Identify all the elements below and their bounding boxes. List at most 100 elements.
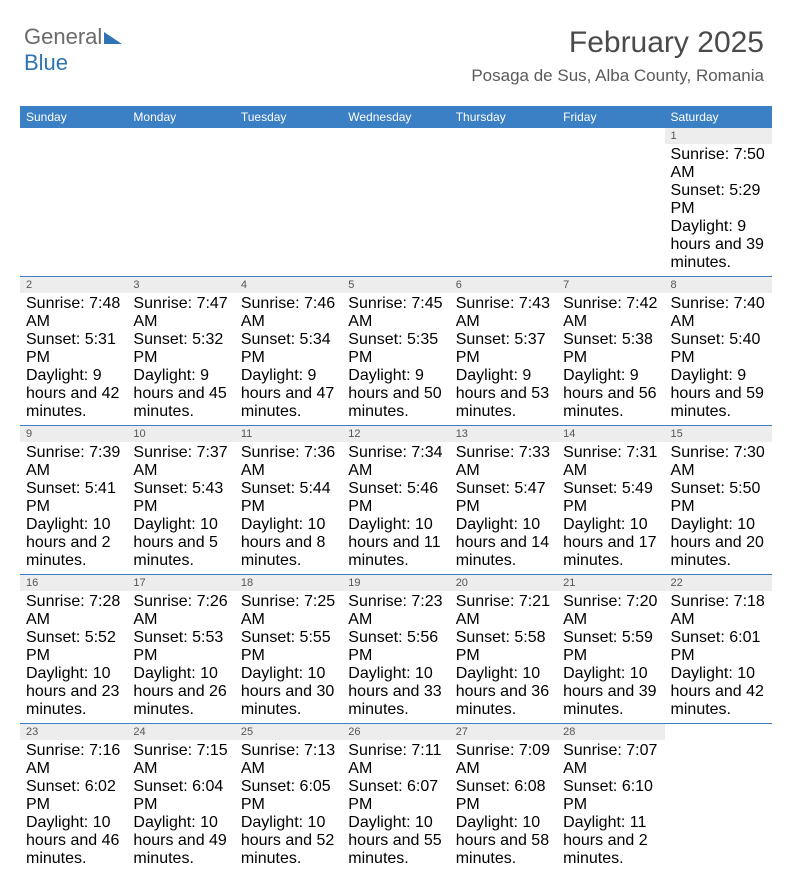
logo-triangle-icon	[104, 32, 122, 44]
daylight-text: Daylight: 10 hours and 55 minutes.	[348, 814, 443, 868]
sunrise-text: Sunrise: 7:43 AM	[456, 295, 551, 331]
sunset-text: Sunset: 5:55 PM	[241, 629, 336, 665]
day-number: 6	[450, 277, 557, 293]
day-number: 26	[342, 724, 449, 740]
daylight-text: Daylight: 9 hours and 59 minutes.	[671, 367, 766, 421]
sunset-text: Sunset: 5:58 PM	[456, 629, 551, 665]
sunset-text: Sunset: 5:37 PM	[456, 331, 551, 367]
sunset-text: Sunset: 6:01 PM	[671, 629, 766, 665]
day-number: 4	[235, 277, 342, 293]
daylight-text: Daylight: 9 hours and 39 minutes.	[671, 218, 766, 272]
calendar: Sunday Monday Tuesday Wednesday Thursday…	[20, 106, 772, 872]
day-cell: Sunrise: 7:26 AMSunset: 5:53 PMDaylight:…	[127, 591, 234, 723]
daylight-text: Daylight: 10 hours and 46 minutes.	[26, 814, 121, 868]
sunset-text: Sunset: 5:52 PM	[26, 629, 121, 665]
daybody-row: Sunrise: 7:50 AMSunset: 5:29 PMDaylight:…	[20, 144, 772, 276]
daynum-row: 16171819202122	[20, 575, 772, 591]
day-cell: Sunrise: 7:47 AMSunset: 5:32 PMDaylight:…	[127, 293, 234, 425]
daybody-row: Sunrise: 7:16 AMSunset: 6:02 PMDaylight:…	[20, 740, 772, 872]
weekday-header: Friday	[557, 106, 664, 128]
daylight-text: Daylight: 9 hours and 42 minutes.	[26, 367, 121, 421]
sunset-text: Sunset: 5:40 PM	[671, 331, 766, 367]
daylight-text: Daylight: 10 hours and 36 minutes.	[456, 665, 551, 719]
day-number: 11	[235, 426, 342, 442]
day-number: 27	[450, 724, 557, 740]
day-cell: Sunrise: 7:30 AMSunset: 5:50 PMDaylight:…	[665, 442, 772, 574]
day-number: 17	[127, 575, 234, 591]
daylight-text: Daylight: 10 hours and 14 minutes.	[456, 516, 551, 570]
daylight-text: Daylight: 10 hours and 17 minutes.	[563, 516, 658, 570]
daylight-text: Daylight: 9 hours and 47 minutes.	[241, 367, 336, 421]
sunrise-text: Sunrise: 7:26 AM	[133, 593, 228, 629]
day-cell: Sunrise: 7:31 AMSunset: 5:49 PMDaylight:…	[557, 442, 664, 574]
sunset-text: Sunset: 5:49 PM	[563, 480, 658, 516]
sunrise-text: Sunrise: 7:13 AM	[241, 742, 336, 778]
day-cell: Sunrise: 7:07 AMSunset: 6:10 PMDaylight:…	[557, 740, 664, 872]
sunset-text: Sunset: 5:47 PM	[456, 480, 551, 516]
day-number: 13	[450, 426, 557, 442]
sunset-text: Sunset: 6:10 PM	[563, 778, 658, 814]
week-row: 9101112131415Sunrise: 7:39 AMSunset: 5:4…	[20, 425, 772, 574]
sunrise-text: Sunrise: 7:28 AM	[26, 593, 121, 629]
day-number: 24	[127, 724, 234, 740]
sunrise-text: Sunrise: 7:18 AM	[671, 593, 766, 629]
daylight-text: Daylight: 10 hours and 52 minutes.	[241, 814, 336, 868]
day-number: 16	[20, 575, 127, 591]
sunset-text: Sunset: 5:32 PM	[133, 331, 228, 367]
daylight-text: Daylight: 10 hours and 26 minutes.	[133, 665, 228, 719]
day-cell: Sunrise: 7:43 AMSunset: 5:37 PMDaylight:…	[450, 293, 557, 425]
weekday-header: Monday	[127, 106, 234, 128]
sunset-text: Sunset: 6:05 PM	[241, 778, 336, 814]
day-number: 15	[665, 426, 772, 442]
day-cell: Sunrise: 7:11 AMSunset: 6:07 PMDaylight:…	[342, 740, 449, 872]
sunset-text: Sunset: 5:41 PM	[26, 480, 121, 516]
day-cell: Sunrise: 7:42 AMSunset: 5:38 PMDaylight:…	[557, 293, 664, 425]
daylight-text: Daylight: 9 hours and 50 minutes.	[348, 367, 443, 421]
sunset-text: Sunset: 5:34 PM	[241, 331, 336, 367]
day-number: 22	[665, 575, 772, 591]
day-cell: Sunrise: 7:21 AMSunset: 5:58 PMDaylight:…	[450, 591, 557, 723]
day-number: 21	[557, 575, 664, 591]
week-row: 16171819202122Sunrise: 7:28 AMSunset: 5:…	[20, 574, 772, 723]
week-row: 1Sunrise: 7:50 AMSunset: 5:29 PMDaylight…	[20, 128, 772, 276]
daynum-row: 1	[20, 128, 772, 144]
daylight-text: Daylight: 10 hours and 49 minutes.	[133, 814, 228, 868]
sunset-text: Sunset: 5:38 PM	[563, 331, 658, 367]
day-cell: Sunrise: 7:13 AMSunset: 6:05 PMDaylight:…	[235, 740, 342, 872]
day-cell: Sunrise: 7:48 AMSunset: 5:31 PMDaylight:…	[20, 293, 127, 425]
day-cell: Sunrise: 7:37 AMSunset: 5:43 PMDaylight:…	[127, 442, 234, 574]
sunrise-text: Sunrise: 7:31 AM	[563, 444, 658, 480]
sunset-text: Sunset: 5:59 PM	[563, 629, 658, 665]
weekday-header: Thursday	[450, 106, 557, 128]
sunset-text: Sunset: 5:56 PM	[348, 629, 443, 665]
day-number: 1	[665, 128, 772, 144]
day-cell: Sunrise: 7:20 AMSunset: 5:59 PMDaylight:…	[557, 591, 664, 723]
day-cell: Sunrise: 7:18 AMSunset: 6:01 PMDaylight:…	[665, 591, 772, 723]
day-number: 25	[235, 724, 342, 740]
sunset-text: Sunset: 5:31 PM	[26, 331, 121, 367]
sunrise-text: Sunrise: 7:50 AM	[671, 146, 766, 182]
week-row: 2345678Sunrise: 7:48 AMSunset: 5:31 PMDa…	[20, 276, 772, 425]
daybody-row: Sunrise: 7:28 AMSunset: 5:52 PM Daylight:…	[20, 591, 772, 723]
daylight-text: Daylight: 9 hours and 56 minutes.	[563, 367, 658, 421]
day-cell: Sunrise: 7:39 AMSunset: 5:41 PMDaylight:…	[20, 442, 127, 574]
sunset-text: Sunset: 5:35 PM	[348, 331, 443, 367]
sunrise-text: Sunrise: 7:15 AM	[133, 742, 228, 778]
day-cell: Sunrise: 7:09 AMSunset: 6:08 PMDaylight:…	[450, 740, 557, 872]
sunset-text: Sunset: 6:07 PM	[348, 778, 443, 814]
sunrise-text: Sunrise: 7:21 AM	[456, 593, 551, 629]
weekday-header-row: Sunday Monday Tuesday Wednesday Thursday…	[20, 106, 772, 128]
logo: General Blue	[24, 24, 122, 76]
sunrise-text: Sunrise: 7:25 AM	[241, 593, 336, 629]
daylight-text: Daylight: 10 hours and 8 minutes.	[241, 516, 336, 570]
sunset-text: Sunset: 6:08 PM	[456, 778, 551, 814]
daynum-row: 232425262728	[20, 724, 772, 740]
day-cell: Sunrise: 7:34 AMSunset: 5:46 PMDaylight:…	[342, 442, 449, 574]
day-cell: Sunrise: 7:16 AMSunset: 6:02 PMDaylight:…	[20, 740, 127, 872]
day-number: 19	[342, 575, 449, 591]
sunrise-text: Sunrise: 7:37 AM	[133, 444, 228, 480]
sunset-text: Sunset: 5:43 PM	[133, 480, 228, 516]
sunrise-text: Sunrise: 7:48 AM	[26, 295, 121, 331]
day-number: 20	[450, 575, 557, 591]
day-number: 9	[20, 426, 127, 442]
